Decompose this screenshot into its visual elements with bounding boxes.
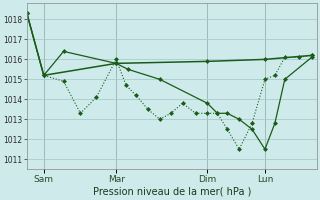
X-axis label: Pression niveau de la mer( hPa ): Pression niveau de la mer( hPa ) xyxy=(92,187,251,197)
